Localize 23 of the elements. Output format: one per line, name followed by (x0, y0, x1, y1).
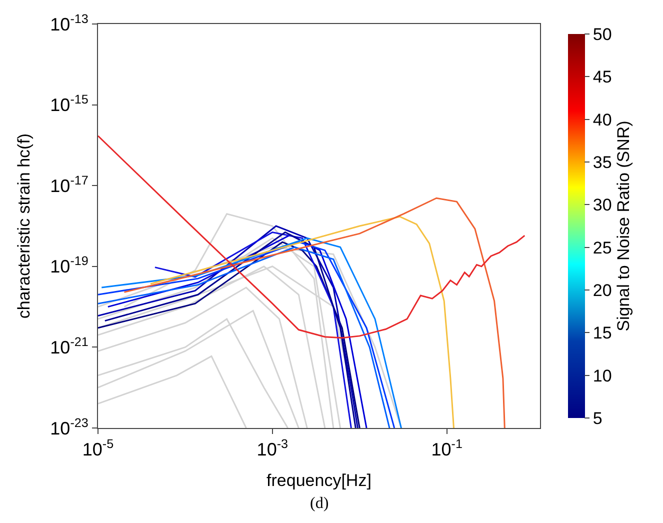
x-tick-label: 10$^{-1}$ (431, 437, 462, 460)
y-tick-label: 10$^{-19}$ (50, 254, 88, 277)
color-bar-label: 45 (592, 68, 612, 87)
color-bar-label: 25 (592, 238, 612, 258)
color-bar-label: 30 (592, 196, 612, 215)
color-bar-label: 5 (592, 408, 602, 428)
color-bar-title: Signal to Noise Ratio (SNR) (614, 120, 633, 332)
y-tick-label: 10$^{-23}$ (50, 416, 88, 438)
color-bar-label: 15 (592, 324, 612, 343)
x-tick-label: 10$^{-5}$ (82, 437, 114, 460)
x-axis-title: frequency[Hz] (266, 471, 372, 490)
x-tick-label: 10$^{-3}$ (256, 437, 288, 460)
color-bar-label: 35 (592, 152, 612, 172)
y-tick-label: 10$^{-17}$ (50, 173, 88, 196)
text: (d) (310, 495, 329, 512)
y-tick-label: 10$^{-21}$ (50, 334, 88, 358)
y-axis-title: characteristic strain hc(f) (14, 133, 34, 319)
y-tick-label: 10$^{-15}$ (50, 92, 88, 116)
color-bar-label: 10 (592, 366, 612, 386)
color-bar-label: 20 (592, 280, 612, 300)
y-tick-label: 10$^{-13}$ (50, 12, 88, 34)
color-bar-label: 50 (592, 24, 612, 44)
color-bar-label: 40 (592, 110, 612, 130)
